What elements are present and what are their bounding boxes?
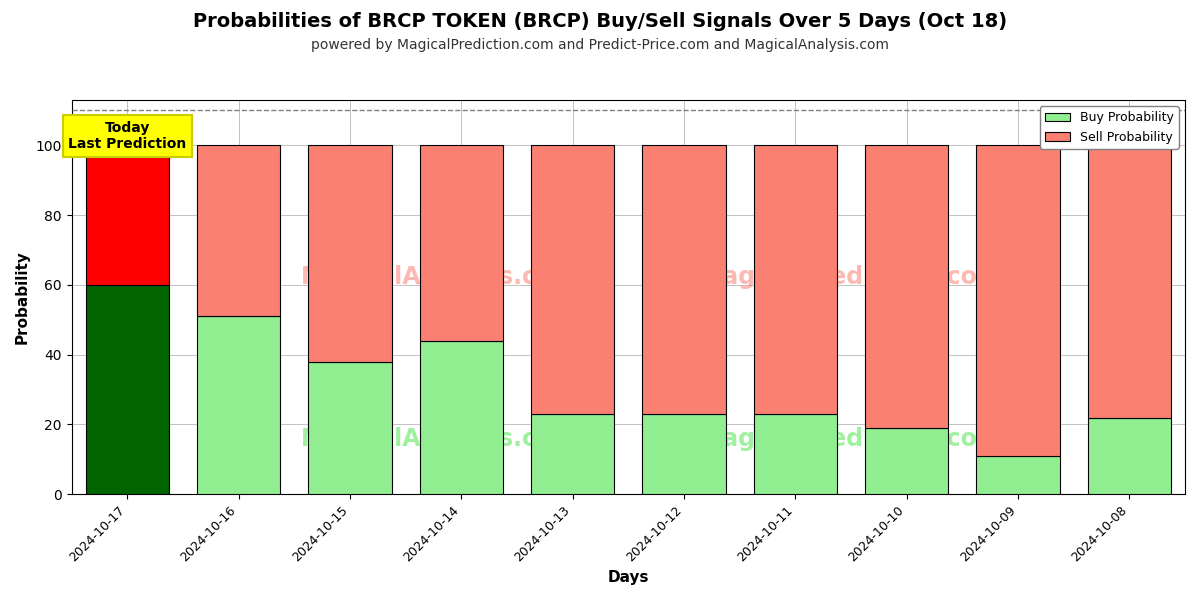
Text: Probabilities of BRCP TOKEN (BRCP) Buy/Sell Signals Over 5 Days (Oct 18): Probabilities of BRCP TOKEN (BRCP) Buy/S… [193, 12, 1007, 31]
Bar [642, 414, 726, 494]
Text: Today
Last Prediction: Today Last Prediction [68, 121, 186, 151]
Text: MagicalPrediction.com: MagicalPrediction.com [700, 265, 1002, 289]
Bar [642, 145, 726, 414]
Bar [977, 145, 1060, 456]
Bar [420, 145, 503, 341]
Y-axis label: Probability: Probability [16, 250, 30, 344]
Bar [977, 456, 1060, 494]
Bar [197, 316, 281, 494]
Bar [420, 341, 503, 494]
X-axis label: Days: Days [607, 570, 649, 585]
Bar [530, 145, 614, 414]
Text: MagicalAnalysis.com: MagicalAnalysis.com [300, 427, 577, 451]
Text: MagicalAnalysis.com: MagicalAnalysis.com [300, 265, 577, 289]
Bar [530, 414, 614, 494]
Bar [754, 414, 838, 494]
Bar [865, 145, 948, 428]
Bar [308, 362, 391, 494]
Bar [754, 145, 838, 414]
Text: MagicalPrediction.com: MagicalPrediction.com [700, 427, 1002, 451]
Bar [308, 145, 391, 362]
Bar [865, 428, 948, 494]
Text: powered by MagicalPrediction.com and Predict-Price.com and MagicalAnalysis.com: powered by MagicalPrediction.com and Pre… [311, 38, 889, 52]
Bar [1087, 145, 1171, 418]
Legend: Buy Probability, Sell Probability: Buy Probability, Sell Probability [1040, 106, 1178, 149]
Bar [85, 145, 169, 285]
Bar [197, 145, 281, 316]
Bar [85, 285, 169, 494]
Bar [1087, 418, 1171, 494]
